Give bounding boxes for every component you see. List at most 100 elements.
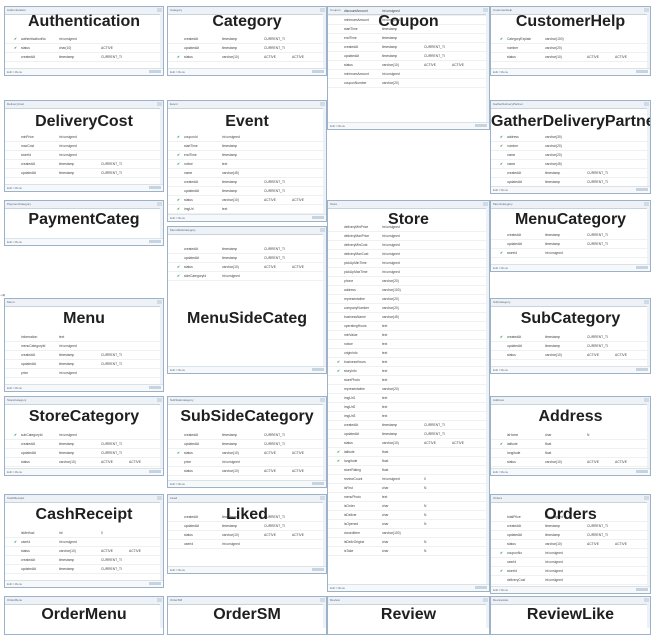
scrollbar[interactable] [647, 208, 650, 265]
scrollbar[interactable] [323, 502, 326, 567]
table-tab-label[interactable]: CashReceipt [5, 495, 163, 503]
table-menu-bar[interactable]: Edit / Menu [328, 584, 489, 591]
window-control-icon[interactable] [483, 8, 488, 12]
table-row[interactable]: notice text [328, 340, 489, 349]
window-control-icon[interactable] [157, 102, 162, 106]
table-row[interactable]: imgUrl1 text [328, 394, 489, 403]
table-row[interactable]: createdAt timestamp CURRENT_TI [168, 513, 326, 522]
table-row[interactable]: updatedAt timestamp CURRENT_TI [491, 240, 650, 249]
table-menu-bar[interactable]: Edit / Menu [5, 468, 163, 475]
table-row[interactable]: ✔ status varchar(10) ACTIVE ACTIVE [168, 449, 326, 458]
table-card[interactable]: Liked createdAt timestamp CURRENT_TI updated… [167, 494, 327, 574]
table-row[interactable]: startTime timestamp [168, 142, 326, 151]
table-row[interactable]: isMethod int 0 [5, 529, 163, 538]
table-row[interactable]: name varchar(45) [168, 169, 326, 178]
table-menu-bar[interactable]: Edit / Menu [168, 68, 326, 75]
scrollbar[interactable] [323, 604, 326, 628]
pk-check-icon[interactable]: ✔ [177, 274, 180, 278]
toolbar-icons[interactable] [149, 186, 161, 189]
scrollbar[interactable] [160, 604, 163, 628]
table-row[interactable]: couponNumber varchar(20) [328, 79, 489, 88]
table-card[interactable]: GatherDeliveryPartner ✔ address varchar(30)… [490, 100, 651, 194]
window-control-icon[interactable] [157, 598, 162, 602]
table-row[interactable]: ✔ subCategoryId int unsigned [5, 431, 163, 440]
table-menu-bar[interactable]: Edit / Menu [168, 566, 326, 573]
window-control-icon[interactable] [320, 102, 325, 106]
table-row[interactable]: ✔ storeId int unsigned [491, 567, 650, 576]
table-row[interactable]: createdAt timestamp CURRENT_TI [491, 231, 650, 240]
table-menu-bar[interactable]: Edit / Menu [491, 366, 650, 373]
table-row[interactable]: longitude float [491, 449, 650, 458]
table-row[interactable]: status varchar(10) ACTIVE ACTIVE [328, 61, 489, 70]
table-tab-label[interactable]: DeliveryCost [5, 101, 163, 109]
window-control-icon[interactable] [320, 228, 325, 232]
table-row[interactable]: ✔ number varchar(20) [491, 142, 650, 151]
table-tab-label[interactable]: OrderMenu [5, 597, 163, 605]
pk-check-icon[interactable]: ✔ [14, 37, 17, 41]
table-row[interactable]: ✔ endTime timestamp [168, 151, 326, 160]
scrollbar[interactable] [160, 502, 163, 581]
table-menu-bar[interactable]: Edit / Menu [168, 480, 326, 487]
table-card[interactable]: Authentication ✔ authenticationNo int unsig… [4, 6, 164, 76]
table-card[interactable]: CustomerHelp ✔ CategoryExplain varchar(100)… [490, 6, 651, 76]
scrollbar[interactable] [160, 404, 163, 469]
table-card[interactable]: SubCategory ✔ createdAt timestamp CURRENT_TI… [490, 298, 651, 374]
table-row[interactable]: status varchar(10) ACTIVE ACTIVE [168, 467, 326, 476]
table-row[interactable]: ✔ latitude float [491, 440, 650, 449]
table-row[interactable]: isDelivOrigine char N [328, 538, 489, 547]
scrollbar[interactable] [323, 108, 326, 215]
table-row[interactable]: ✔ authenticationNo int unsigned [5, 35, 163, 44]
scrollbar[interactable] [486, 604, 489, 628]
window-control-icon[interactable] [644, 398, 649, 402]
table-tab-label[interactable]: Menu [5, 299, 163, 307]
table-tab-label[interactable]: Address [491, 397, 650, 405]
table-tab-label[interactable]: Orders [491, 495, 650, 503]
table-row[interactable]: updatedAt timestamp CURRENT_TI [328, 430, 489, 439]
table-row[interactable]: ✔ sideCategoryId int unsigned [168, 272, 326, 281]
table-row[interactable]: deliveryMinCost int unsigned [328, 241, 489, 250]
pk-check-icon[interactable]: ✔ [177, 451, 180, 455]
table-row[interactable]: minimumAmount int unsigned [328, 16, 489, 25]
table-row[interactable]: minValue text [328, 331, 489, 340]
window-control-icon[interactable] [644, 8, 649, 12]
table-row[interactable]: information text [5, 333, 163, 342]
table-row[interactable]: isDeliver char N [328, 511, 489, 520]
table-tab-label[interactable]: ReviewLike [491, 597, 650, 605]
scrollbar[interactable] [323, 14, 326, 69]
table-row[interactable]: ✔ couponId int unsigned [168, 133, 326, 142]
table-row[interactable]: isFirst char N [328, 484, 489, 493]
collapse-handle-icon[interactable]: ⇥ [0, 293, 6, 299]
window-control-icon[interactable] [483, 598, 488, 602]
table-row[interactable]: ✔ latitude float [328, 448, 489, 457]
table-row[interactable]: userId int unsigned [491, 558, 650, 567]
table-card[interactable]: Review Review [327, 596, 490, 635]
pk-check-icon[interactable]: ✔ [14, 433, 17, 437]
table-row[interactable]: menuCategoryId int unsigned [5, 342, 163, 351]
scrollbar[interactable] [160, 208, 163, 239]
table-menu-bar[interactable]: Edit / Menu [491, 586, 650, 593]
table-row[interactable]: updatedAt timestamp CURRENT_TI [491, 531, 650, 540]
table-menu-bar[interactable]: Edit / Menu [491, 264, 650, 271]
pk-check-icon[interactable]: ✔ [337, 369, 340, 373]
pk-check-icon[interactable]: ✔ [500, 162, 503, 166]
table-row[interactable]: price int unsigned [5, 369, 163, 378]
table-row[interactable]: ✔ status varchar(10) ACTIVE ACTIVE [168, 53, 326, 62]
scrollbar[interactable] [647, 604, 650, 628]
pk-check-icon[interactable]: ✔ [177, 207, 180, 211]
table-row[interactable]: deliveryMaxCost int unsigned [328, 250, 489, 259]
window-control-icon[interactable] [644, 496, 649, 500]
table-row[interactable]: pickUpMaxTime int unsigned [328, 268, 489, 277]
table-row[interactable]: ✔ storeId int unsigned [491, 249, 650, 258]
table-card[interactable]: OrderSM OrderSM [167, 596, 327, 635]
table-tab-label[interactable]: Store [328, 201, 489, 209]
table-row[interactable]: name varchar(20) [491, 151, 650, 160]
toolbar-icons[interactable] [636, 588, 648, 591]
pk-check-icon[interactable]: ✔ [500, 144, 503, 148]
table-tab-label[interactable]: Category [168, 7, 326, 15]
table-row[interactable]: storeRating float [328, 466, 489, 475]
table-card[interactable]: Category createdAt timestamp CURRENT_TI upda… [167, 6, 327, 76]
table-row[interactable]: createdAt timestamp CURRENT_TI [491, 169, 650, 178]
table-tab-label[interactable]: MenuCategory [491, 201, 650, 209]
table-card[interactable]: SubSideCategory createdAt timestamp CURRENT… [167, 396, 327, 488]
window-control-icon[interactable] [483, 202, 488, 206]
